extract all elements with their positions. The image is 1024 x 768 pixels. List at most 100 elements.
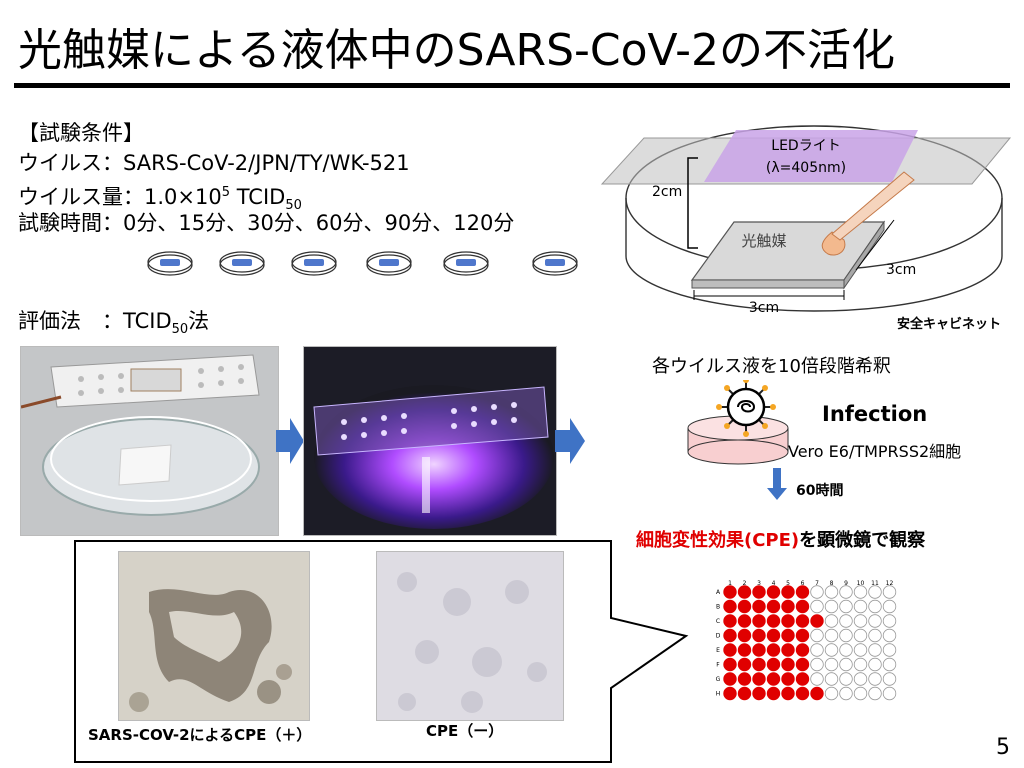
pipette-icon: [831, 171, 915, 241]
well-negative: [810, 628, 824, 643]
plate-row-label: E: [716, 647, 720, 654]
well-positive: [723, 643, 737, 657]
plate-column-label: 2: [743, 580, 747, 587]
dish-icon: [532, 251, 578, 276]
led-light: [704, 130, 918, 182]
well-negative: [882, 599, 897, 614]
well-positive: [723, 599, 737, 614]
cpe-positive-label: SARS-COV-2によるCPE（＋）: [88, 726, 312, 744]
title-underline: [14, 83, 1010, 88]
well-positive: [737, 672, 752, 686]
plate-column-label: 5: [786, 580, 790, 587]
well-positive: [795, 643, 810, 657]
method-subscript: 50: [171, 322, 189, 338]
well-negative: [839, 686, 853, 701]
cpe-negative-micrograph: [376, 551, 564, 721]
well-negative: [824, 657, 839, 672]
well-positive: [781, 599, 795, 614]
well-positive: [737, 628, 752, 643]
well-positive: [781, 628, 795, 643]
well-positive: [752, 643, 766, 657]
plate-row-label: F: [716, 662, 720, 669]
infection-label: Infection: [822, 402, 928, 426]
setup-photo: [20, 346, 279, 536]
observation-rest: を顕微鏡で観察: [799, 530, 926, 551]
plate-row-label: G: [716, 676, 721, 683]
well-positive: [795, 686, 810, 701]
well-positive: [766, 585, 781, 599]
well-negative: [882, 686, 897, 701]
well-negative: [839, 643, 853, 657]
well-positive: [752, 585, 766, 599]
amount-prefix: ウイルス量：1.0×10: [18, 185, 222, 209]
led-label-line2: (λ=405nm): [766, 160, 846, 176]
well-positive: [752, 614, 766, 628]
well-positive: [723, 686, 737, 701]
well-positive: [766, 657, 781, 672]
amount-unit: TCID: [236, 185, 286, 209]
height-bracket: [687, 157, 698, 249]
well-positive: [795, 599, 810, 614]
cpe-positive-micrograph: [118, 551, 310, 721]
well-negative: [839, 599, 853, 614]
well-negative: [882, 643, 897, 657]
well-positive: [795, 628, 810, 643]
well-negative: [853, 686, 868, 701]
well-negative: [853, 599, 868, 614]
well-negative: [868, 643, 882, 657]
well-negative: [868, 599, 882, 614]
plate-row-label: D: [716, 633, 721, 640]
well-positive: [795, 657, 810, 672]
plate-column-label: 12: [886, 580, 894, 587]
well-positive: [737, 614, 752, 628]
well-positive: [795, 614, 810, 628]
well-negative: [868, 686, 882, 701]
well-negative: [810, 672, 824, 686]
well-positive: [766, 686, 781, 701]
dish-icon: [219, 251, 265, 276]
observation-step: 細胞変性効果(CPE)を顕微鏡で観察: [636, 526, 925, 552]
well-negative: [882, 657, 897, 672]
well-positive: [795, 585, 810, 599]
well-positive: [781, 686, 795, 701]
plate-column-label: 3: [757, 580, 761, 587]
well-positive: [737, 686, 752, 701]
well-positive: [723, 657, 737, 672]
plate-column-label: 11: [871, 580, 879, 587]
well-negative: [839, 614, 853, 628]
well-positive: [781, 672, 795, 686]
well-negative: [882, 672, 897, 686]
well-negative: [810, 643, 824, 657]
well-negative: [839, 657, 853, 672]
cell-line-label: Vero E6/TMPRSS2細胞: [788, 442, 962, 461]
well-positive: [781, 643, 795, 657]
well-negative: [824, 599, 839, 614]
amount-unit-subscript: 50: [285, 198, 302, 214]
apparatus-diagram: LEDライト (λ=405nm) 2cm 光触媒 3cm 3cm 安全キャビネッ…: [600, 125, 1012, 332]
well-positive: [752, 672, 766, 686]
well-negative: [839, 585, 853, 599]
arrow-right-icon: [555, 418, 585, 464]
well-positive: [781, 585, 795, 599]
plate-column-label: 6: [801, 580, 805, 587]
dish-icon: [147, 251, 193, 276]
well-positive: [723, 628, 737, 643]
well-negative: [868, 614, 882, 628]
amount-exponent: 5: [221, 185, 230, 200]
well-positive: [810, 686, 824, 701]
well-positive: [766, 643, 781, 657]
depth-label: 3cm: [886, 262, 916, 278]
well-negative: [882, 614, 897, 628]
well-negative: [868, 585, 882, 599]
dilution-step: 各ウイルス液を10倍段階希釈: [652, 356, 891, 377]
plate-row-label: C: [716, 618, 720, 625]
method-prefix: 評価法 ：TCID: [18, 309, 172, 333]
conditions-method: 評価法 ：TCID50法: [18, 308, 209, 343]
method-suffix: 法: [188, 309, 210, 333]
well-positive: [781, 657, 795, 672]
dish-icon: [291, 251, 337, 276]
plate-column-label: 10: [857, 580, 865, 587]
well-negative: [824, 672, 839, 686]
virus-icon: [716, 380, 776, 437]
